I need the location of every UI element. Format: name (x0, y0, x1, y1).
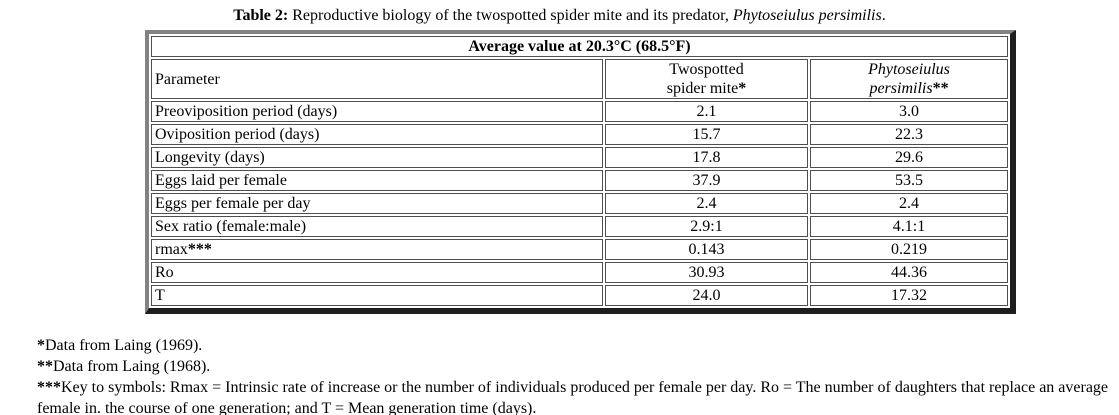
twospotted-mite-value-cell: 2.1 (605, 101, 808, 122)
table-caption: Table 2: Reproductive biology of the two… (0, 6, 1119, 26)
column-header-line: Twospotted (669, 61, 744, 78)
table-row-columns: Parameter Twospotted spider mite* Phytose… (151, 59, 1008, 99)
footnote: **Data from Laing (1968). (37, 356, 1111, 377)
footnote-text: Data from Laing (1968). (53, 358, 211, 375)
parameter-cell: Longevity (days) (151, 147, 603, 168)
parameter-cell: Eggs per female per day (151, 193, 603, 214)
table-row: Ro 30.93 44.36 (151, 262, 1008, 283)
column-header-stars: * (738, 80, 747, 97)
table-row: Eggs per female per day 2.4 2.4 (151, 193, 1008, 214)
average-value-header: Average value at 20.3°C (68.5°F) (151, 36, 1008, 57)
twospotted-mite-value-cell: 2.4 (605, 193, 808, 214)
footnote-stars: *** (37, 379, 61, 396)
table-row: Oviposition period (days) 15.7 22.3 (151, 124, 1008, 145)
persimilis-value-cell: 3.0 (810, 101, 1008, 122)
column-header-line: spider mite (666, 80, 739, 97)
persimilis-value-cell: 17.32 (810, 285, 1008, 306)
footnote: ***Key to symbols: Rmax = Intrinsic rate… (37, 377, 1111, 415)
twospotted-mite-value-cell: 30.93 (605, 262, 808, 283)
column-header-twospotted-spider-mite: Twospotted spider mite* (605, 59, 808, 99)
table-caption-text: Reproductive biology of the twospotted s… (288, 7, 733, 24)
page: Table 2: Reproductive biology of the two… (0, 6, 1119, 415)
persimilis-value-cell: 53.5 (810, 170, 1008, 191)
table-body: Preoviposition period (days) 2.1 3.0 Ovipos… (151, 101, 1008, 306)
parameter-cell: T (151, 285, 603, 306)
footnote-text: Key to symbols: Rmax = Intrinsic rate of… (37, 379, 1109, 415)
twospotted-mite-value-cell: 37.9 (605, 170, 808, 191)
twospotted-mite-value-cell: 2.9:1 (605, 216, 808, 237)
persimilis-value-cell: 44.36 (810, 262, 1008, 283)
parameter-cell: rmax*** (151, 239, 603, 260)
footnote: *Data from Laing (1969). (37, 335, 1111, 356)
footnote-text: Data from Laing (1969). (45, 337, 203, 354)
persimilis-value-cell: 29.6 (810, 147, 1008, 168)
parameter-cell: Preoviposition period (days) (151, 101, 603, 122)
table-frame: Average value at 20.3°C (68.5°F) Paramet… (145, 30, 1016, 314)
column-header-phytoseiulus-persimilis: Phytoseiulus persimilis** (810, 59, 1008, 99)
parameter-cell: Eggs laid per female (151, 170, 603, 191)
table-row: Eggs laid per female 37.9 53.5 (151, 170, 1008, 191)
column-header-stars: ** (932, 80, 949, 97)
table-caption-period: . (881, 7, 886, 24)
column-header-line: persimilis (869, 80, 933, 97)
twospotted-mite-value-cell: 17.8 (605, 147, 808, 168)
persimilis-value-cell: 0.219 (810, 239, 1008, 260)
table-row-average: Average value at 20.3°C (68.5°F) (151, 36, 1008, 57)
table-row: Sex ratio (female:male) 2.9:1 4.1:1 (151, 216, 1008, 237)
table-caption-label: Table 2: (233, 7, 289, 24)
table-row: T 24.0 17.32 (151, 285, 1008, 306)
table-row: Preoviposition period (days) 2.1 3.0 (151, 101, 1008, 122)
parameter-stars: *** (187, 241, 212, 258)
footnote-stars: ** (37, 358, 53, 375)
table-caption-species: Phytoseiulus persimilis (732, 7, 882, 24)
column-header-line: Phytoseiulus (868, 61, 950, 78)
footnotes: *Data from Laing (1969). **Data from Lain… (37, 335, 1111, 415)
reproductive-biology-table: Average value at 20.3°C (68.5°F) Paramet… (149, 34, 1010, 308)
persimilis-value-cell: 2.4 (810, 193, 1008, 214)
parameter-cell: Sex ratio (female:male) (151, 216, 603, 237)
parameter-cell: Ro (151, 262, 603, 283)
twospotted-mite-value-cell: 0.143 (605, 239, 808, 260)
persimilis-value-cell: 22.3 (810, 124, 1008, 145)
parameter-cell: Oviposition period (days) (151, 124, 603, 145)
table-row: rmax*** 0.143 0.219 (151, 239, 1008, 260)
twospotted-mite-value-cell: 24.0 (605, 285, 808, 306)
twospotted-mite-value-cell: 15.7 (605, 124, 808, 145)
persimilis-value-cell: 4.1:1 (810, 216, 1008, 237)
column-header-parameter: Parameter (151, 59, 603, 99)
footnote-stars: * (37, 337, 45, 354)
table-row: Longevity (days) 17.8 29.6 (151, 147, 1008, 168)
